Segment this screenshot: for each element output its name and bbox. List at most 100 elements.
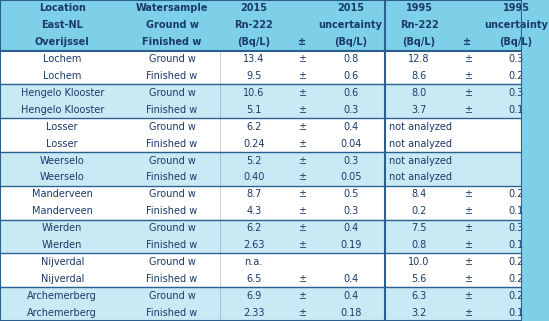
Text: 0.4: 0.4 [343, 223, 358, 233]
Text: not analyzed: not analyzed [389, 155, 452, 166]
Text: (Bq/L): (Bq/L) [402, 37, 436, 47]
Text: 10.0: 10.0 [408, 257, 430, 267]
Text: 6.2: 6.2 [246, 223, 261, 233]
Text: ±: ± [463, 88, 472, 98]
Text: not analyzed: not analyzed [389, 139, 452, 149]
Text: Ground w: Ground w [149, 223, 195, 233]
Text: ±: ± [298, 274, 306, 284]
Text: 5.1: 5.1 [246, 105, 261, 115]
Text: ±: ± [463, 291, 472, 301]
Text: Ground w: Ground w [149, 189, 195, 199]
Text: Ground w: Ground w [149, 54, 195, 64]
Text: uncertainty: uncertainty [319, 20, 383, 30]
Text: 0.4: 0.4 [343, 274, 358, 284]
Text: 2015: 2015 [240, 4, 267, 13]
Text: not analyzed: not analyzed [389, 172, 452, 182]
Text: (Bq/L): (Bq/L) [500, 37, 533, 47]
Text: Ground w: Ground w [149, 155, 195, 166]
Text: ±: ± [463, 54, 472, 64]
Text: Losser: Losser [47, 122, 78, 132]
Text: 9.5: 9.5 [246, 71, 261, 81]
Text: ±: ± [298, 189, 306, 199]
Text: ±: ± [298, 139, 306, 149]
Text: Rn-222: Rn-222 [234, 20, 273, 30]
Text: 1995: 1995 [406, 4, 433, 13]
Bar [0, 186, 522, 203]
Text: Manderveen: Manderveen [32, 206, 93, 216]
Text: Wierden: Wierden [42, 223, 82, 233]
Text: Ground w: Ground w [149, 291, 195, 301]
Text: 0.4: 0.4 [343, 122, 358, 132]
Text: ±: ± [463, 274, 472, 284]
Text: ±: ± [463, 257, 472, 267]
Text: 0.3: 0.3 [508, 88, 524, 98]
Text: ±: ± [463, 71, 472, 81]
Bar [0, 68, 522, 84]
Text: ±: ± [463, 189, 472, 199]
Text: Finished w: Finished w [147, 139, 198, 149]
Text: 0.1: 0.1 [508, 308, 524, 317]
Text: ±: ± [463, 308, 472, 317]
Text: 0.3: 0.3 [508, 54, 524, 64]
Text: 6.3: 6.3 [411, 291, 427, 301]
Text: 8.6: 8.6 [411, 71, 427, 81]
Text: 0.5: 0.5 [343, 189, 358, 199]
Text: Ground w: Ground w [149, 257, 195, 267]
Text: Ground w: Ground w [145, 20, 198, 30]
Text: 0.04: 0.04 [340, 139, 361, 149]
Text: Finished w: Finished w [147, 274, 198, 284]
Bar [0, 135, 522, 152]
Text: n.a.: n.a. [245, 257, 263, 267]
Text: 0.2: 0.2 [508, 71, 524, 81]
Bar [0, 169, 522, 186]
Text: 3.2: 3.2 [411, 308, 427, 317]
Text: Lochem: Lochem [43, 71, 81, 81]
Text: ±: ± [298, 155, 306, 166]
Text: Ground w: Ground w [149, 122, 195, 132]
Text: 4.3: 4.3 [246, 206, 261, 216]
Text: ±: ± [463, 206, 472, 216]
Text: not analyzed: not analyzed [389, 122, 452, 132]
Text: ±: ± [298, 172, 306, 182]
Text: Finished w: Finished w [142, 37, 201, 47]
Bar [0, 118, 522, 135]
Text: (Bq/L): (Bq/L) [237, 37, 270, 47]
Text: Losser: Losser [47, 139, 78, 149]
Text: 8.7: 8.7 [246, 189, 261, 199]
Text: ±: ± [463, 105, 472, 115]
Text: Archemerberg: Archemerberg [27, 291, 97, 301]
Text: 0.40: 0.40 [243, 172, 265, 182]
Text: 7.5: 7.5 [411, 223, 427, 233]
Text: ±: ± [298, 308, 306, 317]
Text: ±: ± [298, 37, 306, 47]
Text: 6.2: 6.2 [246, 122, 261, 132]
Text: Location: Location [39, 4, 86, 13]
Text: 2.63: 2.63 [243, 240, 265, 250]
Text: ±: ± [298, 291, 306, 301]
Text: Hengelo Klooster: Hengelo Klooster [20, 88, 104, 98]
Text: ±: ± [298, 105, 306, 115]
Text: Finished w: Finished w [147, 105, 198, 115]
Text: Watersample: Watersample [136, 4, 208, 13]
Text: 0.2: 0.2 [508, 274, 524, 284]
Text: 0.2: 0.2 [411, 206, 427, 216]
Text: 0.1: 0.1 [508, 240, 524, 250]
Text: ±: ± [298, 88, 306, 98]
Text: Archemerberg: Archemerberg [27, 308, 97, 317]
Text: Weerselo: Weerselo [40, 155, 85, 166]
Text: ±: ± [298, 122, 306, 132]
Text: 6.5: 6.5 [246, 274, 261, 284]
Bar [0, 270, 522, 287]
Bar [0, 51, 522, 68]
Text: 10.6: 10.6 [243, 88, 265, 98]
Text: 0.3: 0.3 [343, 155, 358, 166]
Text: Hengelo Klooster: Hengelo Klooster [20, 105, 104, 115]
Text: uncertainty: uncertainty [484, 20, 548, 30]
Text: 0.1: 0.1 [508, 206, 524, 216]
Text: 12.8: 12.8 [408, 54, 430, 64]
Bar [0, 152, 522, 169]
Text: Weerselo: Weerselo [40, 172, 85, 182]
Text: 0.19: 0.19 [340, 240, 361, 250]
Text: 0.6: 0.6 [343, 71, 358, 81]
Text: Finished w: Finished w [147, 240, 198, 250]
